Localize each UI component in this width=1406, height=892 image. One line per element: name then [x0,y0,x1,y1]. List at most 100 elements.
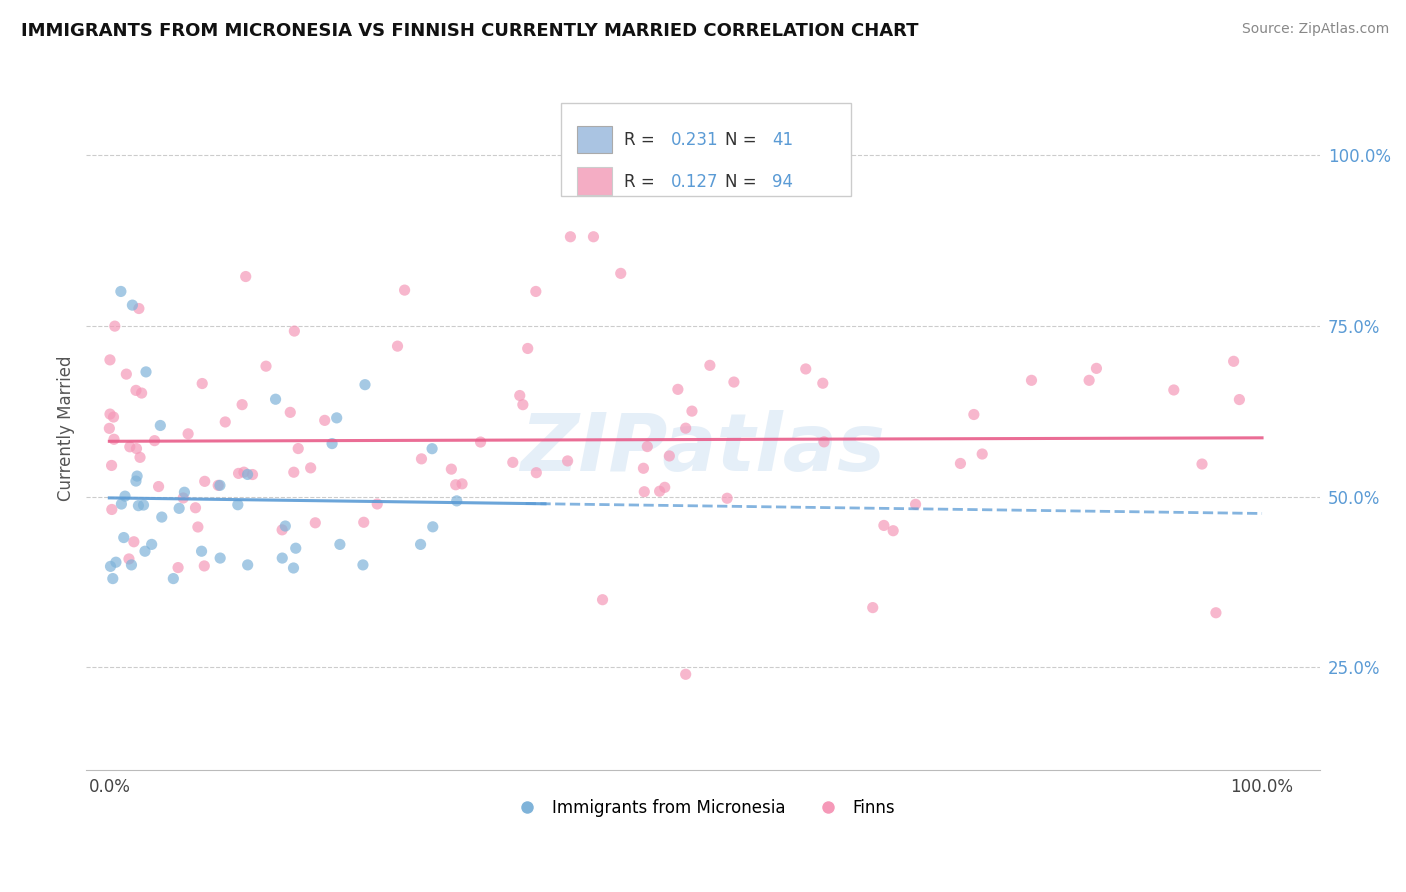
Point [366,497,388,511]
Point [112,531,135,545]
Point [592,592,614,607]
Point [321,436,343,450]
Point [502,455,524,469]
Point [1222,354,1244,368]
Point [299,461,322,475]
Point [226,498,249,512]
Point [98,407,121,421]
Point [114,489,136,503]
Point [1227,392,1250,407]
FancyBboxPatch shape [578,126,612,153]
Point [716,491,738,506]
Point [242,467,264,482]
Point [190,544,212,558]
Point [1205,606,1227,620]
Point [209,551,232,566]
Point [516,342,538,356]
Point [1163,383,1185,397]
Text: 41: 41 [772,131,793,149]
Point [194,475,217,489]
Point [675,667,697,681]
Point [173,485,195,500]
Point [509,388,531,402]
Point [560,229,582,244]
Text: N =: N = [725,131,762,149]
Point [636,440,658,454]
Text: 94: 94 [772,173,793,191]
Point [214,415,236,429]
Point [101,572,124,586]
Point [972,447,994,461]
Point [135,365,157,379]
Point [512,398,534,412]
Point [440,462,463,476]
Point [125,442,148,456]
Point [128,301,150,316]
Point [271,523,294,537]
Point [283,465,305,479]
Point [125,474,148,488]
Point [451,476,474,491]
Point [699,359,721,373]
Point [104,555,127,569]
Point [394,283,416,297]
Point [191,376,214,391]
Point [127,499,149,513]
Point [110,285,132,299]
Point [98,421,121,435]
Point [103,432,125,446]
Point [582,229,605,244]
Y-axis label: Currently Married: Currently Married [58,355,75,501]
Point [187,520,209,534]
Point [235,269,257,284]
Point [723,375,745,389]
Point [122,534,145,549]
Point [132,498,155,512]
FancyBboxPatch shape [578,167,612,195]
Point [325,410,347,425]
Point [193,558,215,573]
Legend: Immigrants from Micronesia, Finns: Immigrants from Micronesia, Finns [505,792,901,823]
Point [557,454,579,468]
Point [904,497,927,511]
Point [100,559,122,574]
Point [446,494,468,508]
FancyBboxPatch shape [561,103,851,195]
Text: 0.127: 0.127 [671,173,718,191]
Point [470,435,492,450]
Point [658,449,681,463]
Point [127,469,149,483]
Point [278,405,301,419]
Point [1021,373,1043,387]
Point [274,519,297,533]
Text: ZIPatlas: ZIPatlas [520,409,886,488]
Point [609,266,631,280]
Point [666,382,689,396]
Text: R =: R = [624,131,659,149]
Point [444,477,467,491]
Point [314,413,336,427]
Point [422,520,444,534]
Point [283,324,305,338]
Text: N =: N = [725,173,762,191]
Point [120,558,142,572]
Point [129,450,152,465]
Point [121,298,143,312]
Point [184,500,207,515]
Point [963,408,986,422]
Point [232,465,254,479]
Point [409,537,432,551]
Point [264,392,287,407]
Point [287,442,309,456]
Point [134,544,156,558]
Text: IMMIGRANTS FROM MICRONESIA VS FINNISH CURRENTLY MARRIED CORRELATION CHART: IMMIGRANTS FROM MICRONESIA VS FINNISH CU… [21,22,918,40]
Point [882,524,904,538]
Text: R =: R = [624,173,659,191]
Point [118,440,141,454]
Text: Source: ZipAtlas.com: Source: ZipAtlas.com [1241,22,1389,37]
Point [104,319,127,334]
Point [633,484,655,499]
Point [125,384,148,398]
Point [236,558,259,572]
Point [98,352,121,367]
